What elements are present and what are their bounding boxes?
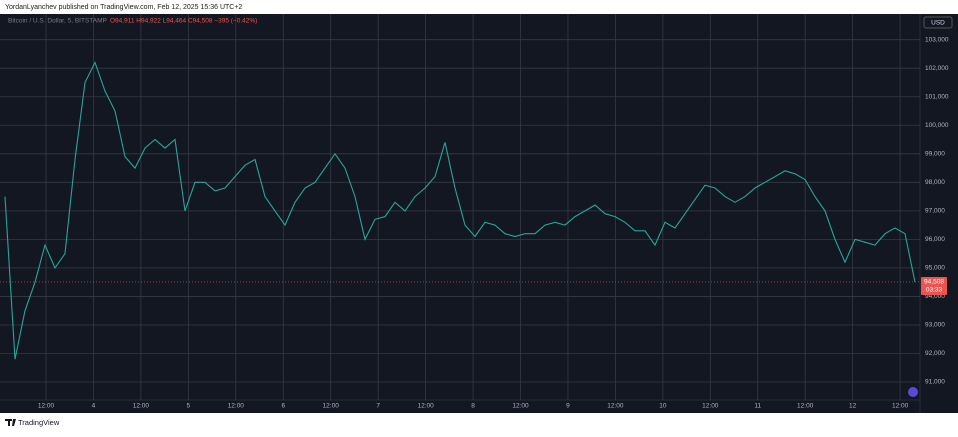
last-price-box bbox=[921, 276, 947, 295]
y-tick-label: 99,000 bbox=[925, 151, 945, 158]
x-tick-label: 10 bbox=[659, 403, 667, 410]
x-tick-label: 12:00 bbox=[607, 403, 624, 410]
currency-box[interactable] bbox=[923, 16, 953, 29]
y-tick-label: 93,000 bbox=[925, 322, 945, 329]
y-tick-label: 95,000 bbox=[925, 265, 945, 272]
y-tick-label: 96,000 bbox=[925, 236, 945, 243]
x-tick-label: 7 bbox=[376, 403, 380, 410]
x-tick-label: 12:00 bbox=[228, 403, 245, 410]
logo-mark bbox=[5, 419, 16, 426]
x-tick-label: 12:00 bbox=[797, 403, 814, 410]
x-tick-label: 8 bbox=[471, 403, 475, 410]
x-tick-label: 9 bbox=[566, 403, 570, 410]
grid bbox=[0, 14, 920, 400]
x-tick-label: 12:00 bbox=[417, 403, 434, 410]
y-tick-label: 100,000 bbox=[925, 122, 949, 129]
badge[interactable] bbox=[908, 387, 918, 397]
countdown: 03:33 bbox=[926, 287, 943, 294]
y-tick-label: 103,000 bbox=[925, 36, 949, 43]
x-tick-label: 6 bbox=[281, 403, 285, 410]
x-tick-label: 5 bbox=[187, 403, 191, 410]
brand: TradingView bbox=[18, 418, 60, 427]
x-tick-label: 12:00 bbox=[892, 403, 909, 410]
y-tick-label: 98,000 bbox=[925, 179, 945, 186]
y-tick-label: 101,000 bbox=[925, 93, 949, 100]
x-tick-label: 12:00 bbox=[323, 403, 340, 410]
x-tick-label: 12:00 bbox=[133, 403, 150, 410]
marks bbox=[0, 61, 920, 360]
y-tick-label: 91,000 bbox=[925, 379, 945, 386]
y-tick-label: 97,000 bbox=[925, 208, 945, 215]
last-price-label: 94,508 bbox=[924, 279, 944, 286]
x-tick-label: 12:00 bbox=[512, 403, 529, 410]
x-tick-label: 12 bbox=[849, 403, 857, 410]
chart-bg bbox=[0, 14, 958, 413]
y-tick-label: 94,000 bbox=[925, 293, 945, 300]
publisher-note: YordanLyanchev published on TradingView.… bbox=[5, 4, 242, 11]
x-tick-label: 12:00 bbox=[702, 403, 719, 410]
x-tick-label: 12:00 bbox=[38, 403, 55, 410]
ohlc-legend: O94,911 H94,922 L94,464 C94,508 −395 (−0… bbox=[110, 18, 257, 25]
currency[interactable]: USD bbox=[931, 20, 945, 27]
x-tick-label: 4 bbox=[92, 403, 96, 410]
chart-title: Bitcoin / U.S. Dollar, 5, BITSTAMP bbox=[8, 18, 107, 25]
x-tick-label: 11 bbox=[754, 403, 761, 410]
y-tick-label: 102,000 bbox=[925, 65, 949, 72]
price-line bbox=[4, 61, 916, 360]
y-tick-label: 92,000 bbox=[925, 350, 945, 357]
